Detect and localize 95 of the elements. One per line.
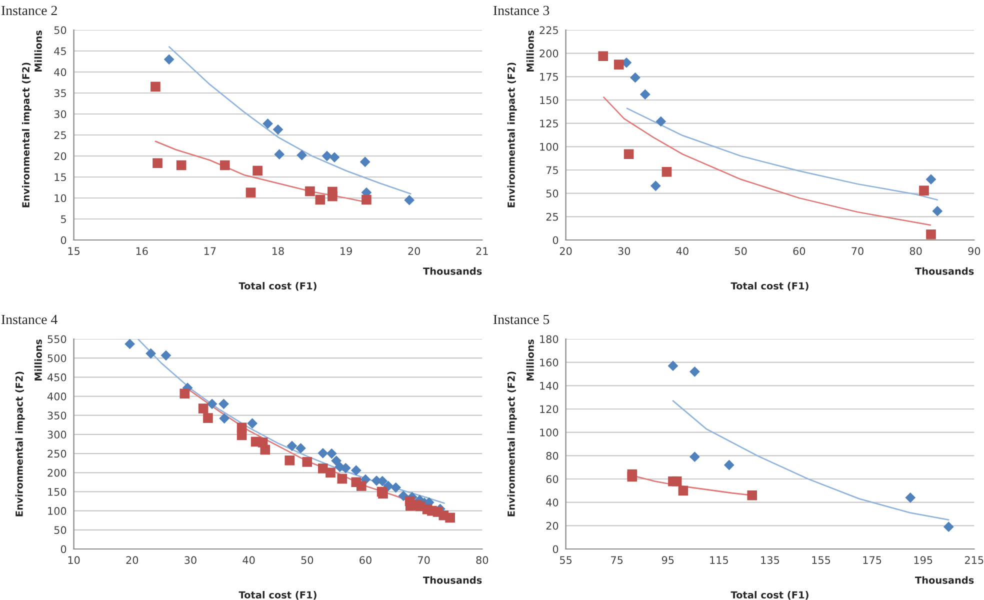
- text: Thousands: [423, 576, 482, 584]
- chart-title: Instance 5: [493, 314, 550, 324]
- y-tick-label: 400: [47, 392, 66, 400]
- y-tick-label: 350: [48, 412, 66, 420]
- x-tick-label: 40: [676, 247, 688, 256]
- y-tick-label: 50: [54, 526, 66, 534]
- y-tick-label: 20: [54, 152, 66, 160]
- x-tick-label: 70: [852, 247, 864, 256]
- x-tick-label: 195: [914, 556, 932, 564]
- y-tick-label: 75: [546, 166, 558, 174]
- x-tick-label: 70: [418, 556, 430, 564]
- y-tick-label: 80: [546, 452, 558, 460]
- y-tick-label: 20: [546, 522, 558, 530]
- y-tick-label: 225: [540, 26, 558, 34]
- x-tick-label: 40: [242, 556, 255, 564]
- chart-title: Instance 2: [1, 6, 57, 16]
- y-tick-label: 150: [48, 488, 66, 496]
- text: Thousands: [915, 267, 974, 275]
- text: Thousands: [423, 267, 482, 275]
- y-tick-label: 0: [552, 236, 558, 244]
- x-axis-title: Total cost (F1): [238, 282, 316, 291]
- x-axis-title: Total cost (F1): [730, 282, 808, 291]
- y-tick-label: 35: [54, 89, 66, 98]
- y-tick-label: 0: [60, 236, 66, 244]
- y-tick-label: 100: [48, 507, 66, 515]
- y-tick-label: 25: [546, 212, 558, 221]
- text: Millions: [526, 30, 534, 72]
- x-tick-label: 215: [964, 556, 984, 564]
- y-tick-label: 125: [540, 120, 558, 128]
- y-tick-label: 250: [48, 450, 66, 458]
- y-tick-label: 5: [61, 215, 66, 224]
- x-tick-label: 30: [184, 556, 196, 564]
- x-tick-label: 20: [408, 247, 420, 256]
- x-tick-label: 50: [734, 247, 747, 256]
- y-tick-label: 450: [47, 373, 66, 382]
- y-tick-label: 500: [48, 354, 66, 362]
- text: Millions: [34, 339, 42, 380]
- y-tick-label: 60: [546, 475, 558, 484]
- y-tick-label: 40: [54, 68, 66, 76]
- x-tick-label: 155: [812, 556, 830, 564]
- x-tick-label: 60: [360, 556, 372, 564]
- x-tick-label: 16: [136, 247, 148, 256]
- x-axis-title: Total cost (F1): [238, 591, 316, 600]
- x-tick-label: 80: [910, 247, 922, 256]
- y-tick-label: 50: [54, 26, 66, 34]
- x-tick-label: 80: [476, 556, 488, 564]
- chart-title: Instance 4: [1, 314, 58, 324]
- chart-title: Instance 3: [493, 6, 550, 16]
- x-tick-label: 10: [68, 556, 80, 564]
- y-tick-label: 100: [540, 142, 558, 151]
- x-tick-label: 175: [863, 556, 882, 564]
- y-axis-title: Environmental impact (F2): [507, 62, 517, 208]
- x-axis-title: Total cost (F1): [730, 591, 808, 600]
- y-tick-label: 100: [540, 428, 558, 436]
- text: Millions: [526, 339, 534, 380]
- x-tick-label: 95: [662, 556, 674, 564]
- x-tick-label: 21: [476, 247, 488, 255]
- y-tick-label: 150: [540, 96, 558, 104]
- y-tick-label: 25: [54, 131, 66, 140]
- y-tick-label: 175: [540, 73, 558, 81]
- x-tick-label: 60: [793, 247, 806, 256]
- y-tick-label: 0: [552, 545, 558, 554]
- y-tick-label: 45: [54, 47, 66, 56]
- x-tick-label: 30: [618, 247, 630, 256]
- y-tick-label: 550: [48, 335, 66, 344]
- text: Millions: [34, 30, 42, 72]
- y-tick-label: 300: [48, 430, 66, 439]
- x-tick-label: 18: [272, 247, 284, 256]
- x-tick-label: 17: [204, 247, 216, 255]
- x-tick-label: 115: [710, 556, 728, 564]
- y-axis-title: Environmental impact (F2): [507, 372, 517, 516]
- x-tick-label: 55: [560, 556, 572, 564]
- y-tick-label: 30: [54, 110, 66, 118]
- y-tick-label: 180: [540, 335, 558, 344]
- x-tick-label: 75: [611, 556, 623, 564]
- y-axis-title: Environmental impact (F2): [22, 62, 32, 208]
- x-tick-label: 50: [301, 556, 314, 564]
- x-tick-label: 15: [68, 247, 80, 256]
- y-tick-label: 140: [540, 382, 558, 390]
- x-tick-label: 90: [968, 247, 980, 256]
- x-tick-label: 19: [340, 247, 352, 256]
- y-tick-label: 40: [546, 498, 558, 506]
- x-tick-label: 20: [126, 556, 138, 564]
- x-tick-label: 135: [761, 556, 780, 564]
- y-axis-title: Environmental impact (F2): [15, 372, 25, 516]
- y-tick-label: 0: [60, 545, 66, 554]
- y-tick-label: 160: [540, 358, 558, 366]
- y-tick-label: 120: [540, 405, 558, 414]
- text: Thousands: [915, 576, 974, 584]
- y-tick-label: 200: [540, 50, 558, 58]
- y-tick-label: 50: [546, 190, 558, 198]
- y-tick-label: 10: [54, 194, 66, 202]
- y-tick-label: 15: [54, 173, 66, 182]
- y-tick-label: 200: [48, 468, 66, 477]
- x-tick-label: 20: [560, 247, 572, 256]
